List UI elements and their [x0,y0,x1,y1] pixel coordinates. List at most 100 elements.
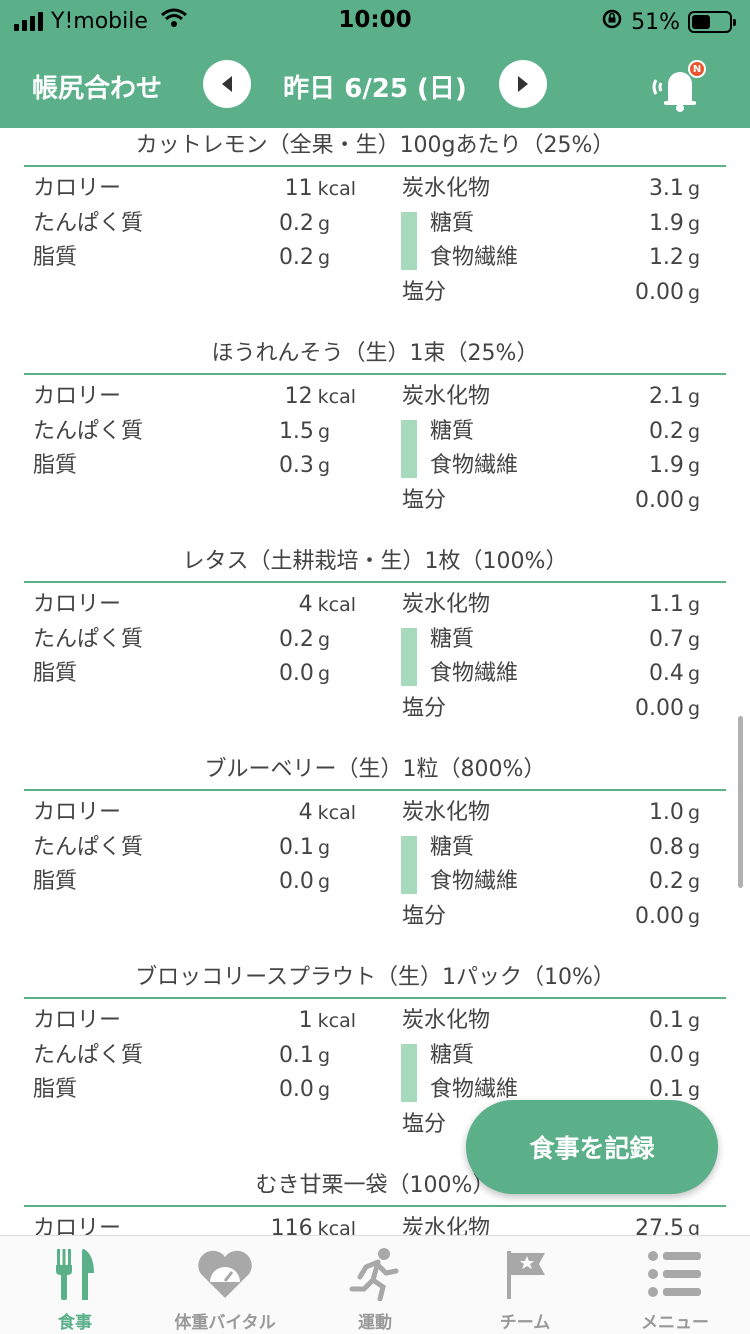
flag-star-icon [495,1246,555,1302]
value-number: 0.3 [278,453,314,478]
value-unit: kcal [317,1218,356,1235]
notification-button[interactable]: N [646,60,706,116]
nutrient-label-calorie: カロリー [33,1008,122,1033]
value-number: 0.0 [278,1077,314,1102]
value-unit: g [687,1079,700,1101]
carb-breakdown-bar [401,1043,417,1102]
nutrient-label-fat: 脂質 [33,1077,78,1102]
nutrient-label-salt: 塩分 [402,695,447,721]
value-unit: g [687,247,700,269]
wifi-icon [160,8,188,34]
value-number: 116 [270,1216,313,1235]
value-number: 1.2 [648,245,684,270]
value-unit: g [687,802,700,824]
nutrient-label-sugar: 糖質 [430,626,475,652]
nutrient-value-fiber: 1.2 g [560,241,700,275]
nutrient-label-carbs: 炭水化物 [402,800,491,825]
value-number: 0.7 [648,626,684,652]
nutrient-label-fiber: 食物繊維 [430,1077,519,1102]
value-unit: g [687,1044,700,1067]
nutrition-list[interactable]: カットレモン（全果・生）100gあたり（25%） カロリー 11 kcal たんぱく質 0… [0,128,750,1235]
value-unit: g [317,836,330,859]
signal-icon [14,11,43,31]
tab-bar: 食事 体重バイタル 運動 チーム メニュー [0,1235,750,1334]
nutrient-label-carbs: 炭水化物 [402,592,491,617]
tab-meal[interactable]: 食事 [0,1236,150,1334]
value-unit: g [317,212,330,235]
nutrient-value-calorie: 12 kcal [200,380,356,414]
value-unit: g [687,905,700,928]
value-unit: g [687,1218,700,1235]
nutrient-value-carbs: 1.0 g [560,796,700,830]
value-number: 0.2 [278,626,314,652]
nutrient-value-sugar: 0.0 g [560,1039,700,1073]
nutrient-label-sugar: 糖質 [430,418,475,444]
nutrient-value-protein: 0.2 g [200,623,330,657]
nutrient-value-fiber: 1.9 g [560,449,700,483]
value-number: 0.0 [648,1042,684,1068]
heart-scale-icon [195,1246,255,1302]
value-number: 1 [298,1008,313,1033]
tab-exercise[interactable]: 運動 [300,1236,450,1334]
fork-knife-icon [45,1246,105,1302]
nutrient-value-salt: 0.00 g [560,276,700,310]
divider [24,789,726,791]
app-title: 帳尻合わせ [32,74,163,104]
nutrient-label-calorie: カロリー [33,800,122,825]
value-unit: g [317,871,330,893]
value-unit: g [687,489,700,512]
nutrient-value-salt: 0.00 g [560,900,700,934]
food-name: ブロッコリースプラウト（生）1パック（10%） [135,965,615,990]
value-unit: g [687,420,700,443]
value-number: 4 [298,800,313,825]
nutrient-value-carbs: 2.1 g [560,380,700,414]
nutrient-label-protein: たんぱく質 [33,626,144,652]
value-unit: g [687,281,700,304]
nutrient-value-fat: 0.0 g [200,657,330,691]
value-unit: g [687,871,700,893]
tab-team[interactable]: チーム [450,1236,600,1334]
nutrient-label-fiber: 食物繊維 [430,869,519,894]
food-entry[interactable]: むき甘栗一袋（100%）カロリー116kcalたんぱく質脂質炭水化物27.5g糖… [0,1168,750,1235]
food-name: レタス（土耕栽培・生）1枚（100%） [182,549,568,574]
value-unit: g [687,455,700,477]
value-number: 0.4 [648,661,684,686]
next-day-button[interactable] [499,60,547,108]
value-number: 0.00 [634,903,684,929]
value-unit: g [317,455,330,477]
food-entry[interactable]: ほうれんそう（生）1束（25%） カロリー 12 kcal たんぱく質 1.5 g 脂質 0.3… [0,336,750,544]
nutrient-value-protein: 0.1 g [200,831,330,865]
value-number: 0.8 [648,834,684,860]
nutrient-label-sugar: 糖質 [430,1042,475,1068]
nutrient-value-calorie: 11 kcal [200,172,356,206]
value-number: 1.5 [278,418,314,444]
food-entry[interactable]: レタス（土耕栽培・生）1枚（100%） カロリー 4 kcal たんぱく質 0.2 g 脂質 0… [0,544,750,752]
nutrient-label-fiber: 食物繊維 [430,245,519,270]
nutrient-value-calorie: 4 kcal [200,588,356,622]
nutrient-value-sugar: 0.8 g [560,831,700,865]
nutrient-value-calorie: 1 kcal [200,1004,356,1038]
food-entry[interactable]: カットレモン（全果・生）100gあたり（25%） カロリー 11 kcal たんぱく質 0… [0,128,750,336]
carrier-group: Y!mobile [14,8,188,34]
value-unit: g [687,594,700,616]
nutrient-label-calorie: カロリー [33,384,122,409]
food-entry[interactable]: ブルーベリー（生）1粒（800%） カロリー 4 kcal たんぱく質 0.1 g 脂質 0.0… [0,752,750,960]
food-entry[interactable]: ブロッコリースプラウト（生）1パック（10%） カロリー 1 kcal たんぱく質 0.1… [0,960,750,1168]
carb-breakdown-bar [401,835,417,894]
record-meal-button[interactable]: 食事を記録 [466,1100,718,1194]
nutrient-label-sugar: 糖質 [430,210,475,236]
previous-day-button[interactable] [203,60,251,108]
scrollbar[interactable] [738,716,743,888]
value-unit: kcal [317,802,356,824]
tab-label: 食事 [58,1313,92,1333]
value-number: 0.1 [648,1008,684,1033]
nutrient-value-fiber: 0.1 g [560,1073,700,1107]
value-unit: g [687,663,700,685]
nutrient-label-protein: たんぱく質 [33,210,144,236]
nutrient-label-protein: たんぱく質 [33,418,144,444]
nutrient-value-protein: 1.5 g [200,415,330,449]
nutrient-value-salt: 0.00 g [560,484,700,518]
tab-weight-vital[interactable]: 体重バイタル [150,1236,300,1334]
tab-menu[interactable]: メニュー [600,1236,750,1334]
battery-icon [688,11,736,33]
